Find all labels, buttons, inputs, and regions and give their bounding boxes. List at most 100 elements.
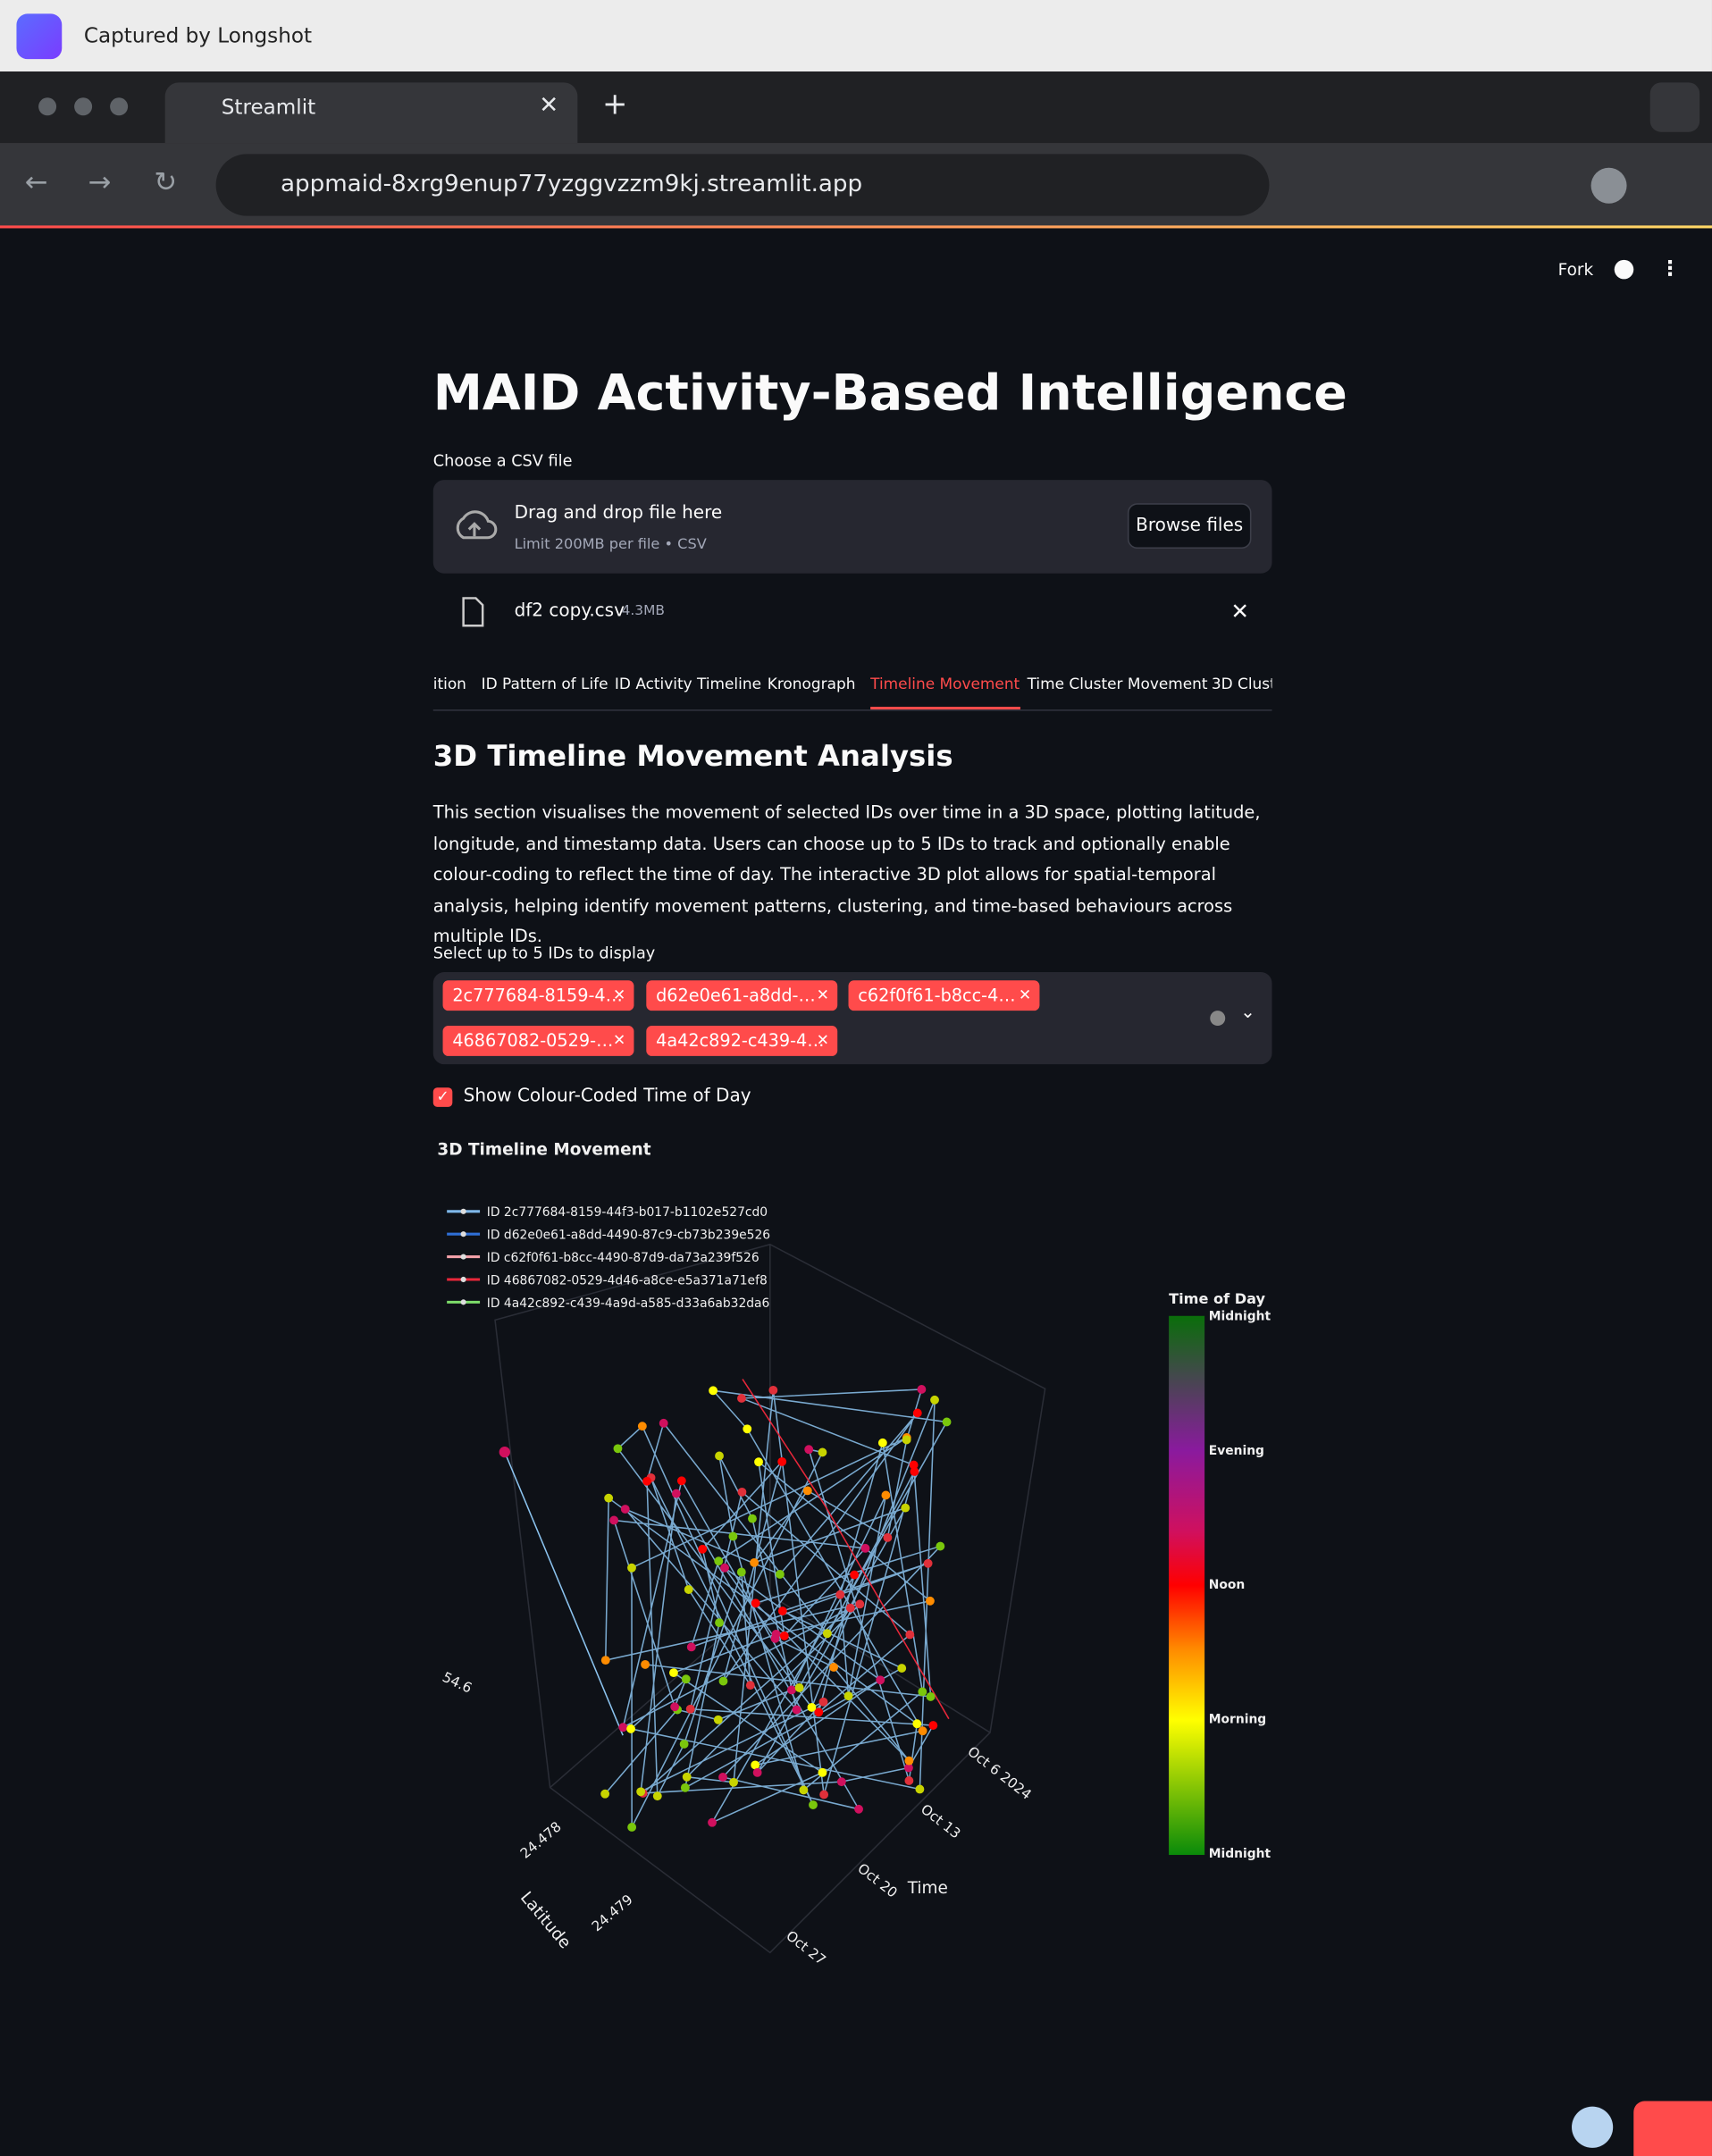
trajectory-point xyxy=(901,1503,911,1513)
colorbar-label: Midnight xyxy=(1209,1847,1271,1861)
legend-label[interactable]: ID c62f0f61-b8cc-4490-87d9-da73a239f526 xyxy=(487,1251,759,1265)
tab[interactable]: ition xyxy=(432,675,466,693)
chip-remove[interactable]: ✕ xyxy=(816,986,829,1004)
trajectory-point xyxy=(736,1567,746,1577)
tab[interactable]: Time Cluster Movement xyxy=(1027,675,1208,693)
legend-label[interactable]: ID 2c777684-8159-44f3-b017-b1102e527cd0 xyxy=(487,1205,768,1220)
trajectory-point xyxy=(748,1514,757,1523)
trajectory-point xyxy=(737,1394,746,1403)
multiselect[interactable]: ⌄ 2c777684-8159-4… ✕ d62e0e61-a8dd-… ✕ c62f0… xyxy=(432,972,1272,1065)
dropzone[interactable]: Drag and drop file here Limit 200MB per … xyxy=(432,480,1272,574)
trajectory-point xyxy=(850,1570,860,1580)
longitude-tick: 54.6 xyxy=(440,1669,474,1697)
legend-dot xyxy=(460,1299,466,1305)
colorbar-title: Time of Day xyxy=(1169,1290,1265,1307)
tab[interactable]: Timeline Movement xyxy=(870,675,1020,693)
profile[interactable] xyxy=(1590,167,1627,204)
forward[interactable]: → xyxy=(88,164,112,198)
time-tick: Oct 13 xyxy=(918,1801,963,1842)
legend-dot xyxy=(460,1208,466,1214)
checkbox-label[interactable]: Show Colour-Coded Time of Day xyxy=(463,1086,751,1107)
trajectory-point xyxy=(714,1556,724,1566)
checkbox[interactable]: ✓ xyxy=(432,1087,453,1107)
legend-label[interactable]: ID 46867082-0529-4d46-a8ce-e5a371a71ef8 xyxy=(487,1273,768,1288)
trajectory-point xyxy=(770,1633,780,1643)
github-icon[interactable] xyxy=(1614,259,1634,280)
chip-label: 4a42c892-c439-4… xyxy=(656,1029,825,1051)
legend-label[interactable]: ID 4a42c892-c439-4a9d-a585-d33a6ab32da6 xyxy=(487,1296,770,1311)
latitude-tick: 24.478 xyxy=(517,1818,565,1861)
trajectory-point xyxy=(928,1721,938,1730)
legend-label[interactable]: ID d62e0e61-a8dd-4490-87c9-cb73b239e526 xyxy=(487,1229,770,1243)
trajectory-point xyxy=(923,1558,933,1568)
trajectory-point xyxy=(698,1544,708,1554)
limit-text: Limit 200MB per file • CSV xyxy=(514,536,707,553)
upload-icon xyxy=(456,510,498,540)
chip[interactable]: 4a42c892-c439-4… ✕ xyxy=(646,1026,838,1056)
trajectory-point xyxy=(618,1723,628,1732)
plot-3d[interactable]: 3D Timeline Movement Time of Day ID 2c77… xyxy=(433,1128,1272,1994)
trajectory-point xyxy=(751,1760,760,1770)
trajectory-point xyxy=(792,1705,801,1715)
trajectory-point xyxy=(620,1505,630,1514)
chip-remove[interactable]: ✕ xyxy=(816,1031,829,1050)
browser-tab[interactable]: Streamlit ✕ xyxy=(164,82,578,144)
chip-label: 2c777684-8159-4… xyxy=(452,984,623,1005)
toolbar: ← → ↻ appmaid-8xrg9enup77yzggvzzm9kj.str… xyxy=(0,143,1712,227)
chip-remove[interactable]: ✕ xyxy=(613,1031,626,1050)
trajectory-point xyxy=(750,1557,759,1567)
chip-label: 46867082-0529-… xyxy=(452,1029,614,1051)
plot-title: 3D Timeline Movement xyxy=(437,1141,650,1160)
chip-remove[interactable]: ✕ xyxy=(613,986,626,1004)
chip-remove[interactable]: ✕ xyxy=(1019,986,1032,1004)
trajectory-point xyxy=(679,1740,689,1749)
new-tab[interactable]: + xyxy=(602,88,628,122)
chip[interactable]: 2c777684-8159-4… ✕ xyxy=(442,980,634,1011)
chip[interactable]: d62e0e61-a8dd-… ✕ xyxy=(646,980,838,1011)
file-size: 4.3MB xyxy=(621,603,665,619)
trajectory-point xyxy=(659,1418,668,1428)
menu[interactable]: ⋮ xyxy=(1659,256,1681,281)
trajectory-point xyxy=(676,1476,686,1486)
reload[interactable]: ↻ xyxy=(154,164,178,198)
trajectory-point xyxy=(682,1772,692,1782)
trajectory-point xyxy=(799,1785,809,1795)
trajectory-point xyxy=(641,1659,650,1669)
tab-close[interactable]: ✕ xyxy=(539,92,559,120)
tab[interactable]: ID Pattern of Life xyxy=(481,675,608,693)
latitude-tick: 24.479 xyxy=(589,1892,636,1934)
trajectory-point xyxy=(909,1460,919,1470)
trajectory-point xyxy=(926,1691,936,1701)
remove-file[interactable]: ✕ xyxy=(1230,598,1249,625)
trajectory-point xyxy=(775,1570,785,1579)
back[interactable]: ← xyxy=(24,164,48,198)
browse-button[interactable]: Browse files xyxy=(1127,503,1252,549)
trajectory-point xyxy=(681,1674,691,1684)
trajectory-point xyxy=(604,1493,614,1503)
trajectory-point xyxy=(912,1408,922,1418)
trajectory-point xyxy=(743,1424,752,1434)
trajectory-point xyxy=(718,1676,728,1686)
colorbar-label: Morning xyxy=(1209,1713,1266,1727)
streamlit-badge[interactable] xyxy=(1633,2101,1712,2156)
trajectory-point xyxy=(904,1763,913,1773)
trajectory-line xyxy=(742,1379,950,1720)
address-bar[interactable]: appmaid-8xrg9enup77yzggvzzm9kj.streamlit… xyxy=(215,154,1270,216)
tab-menu[interactable] xyxy=(1649,82,1700,132)
trajectory-point xyxy=(779,1631,789,1640)
capture-bar: Captured by Longshot xyxy=(0,0,1712,72)
chip[interactable]: 46867082-0529-… ✕ xyxy=(442,1026,634,1056)
clear-all[interactable] xyxy=(1210,1011,1226,1027)
fork-link[interactable]: Fork xyxy=(1557,259,1594,280)
tab[interactable]: 3D Clust xyxy=(1211,675,1272,693)
chip[interactable]: c62f0f61-b8cc-4… ✕ xyxy=(848,980,1040,1011)
trajectory-point xyxy=(600,1789,610,1799)
tab[interactable]: Kronograph xyxy=(767,675,856,693)
dropdown-arrow[interactable]: ⌄ xyxy=(1240,1002,1255,1023)
assistant-button[interactable] xyxy=(1572,2106,1614,2148)
trajectory-point xyxy=(897,1664,907,1673)
tab[interactable]: ID Activity Timeline xyxy=(614,675,762,693)
colorbar xyxy=(1169,1315,1205,1856)
trajectory-point xyxy=(686,1642,696,1652)
